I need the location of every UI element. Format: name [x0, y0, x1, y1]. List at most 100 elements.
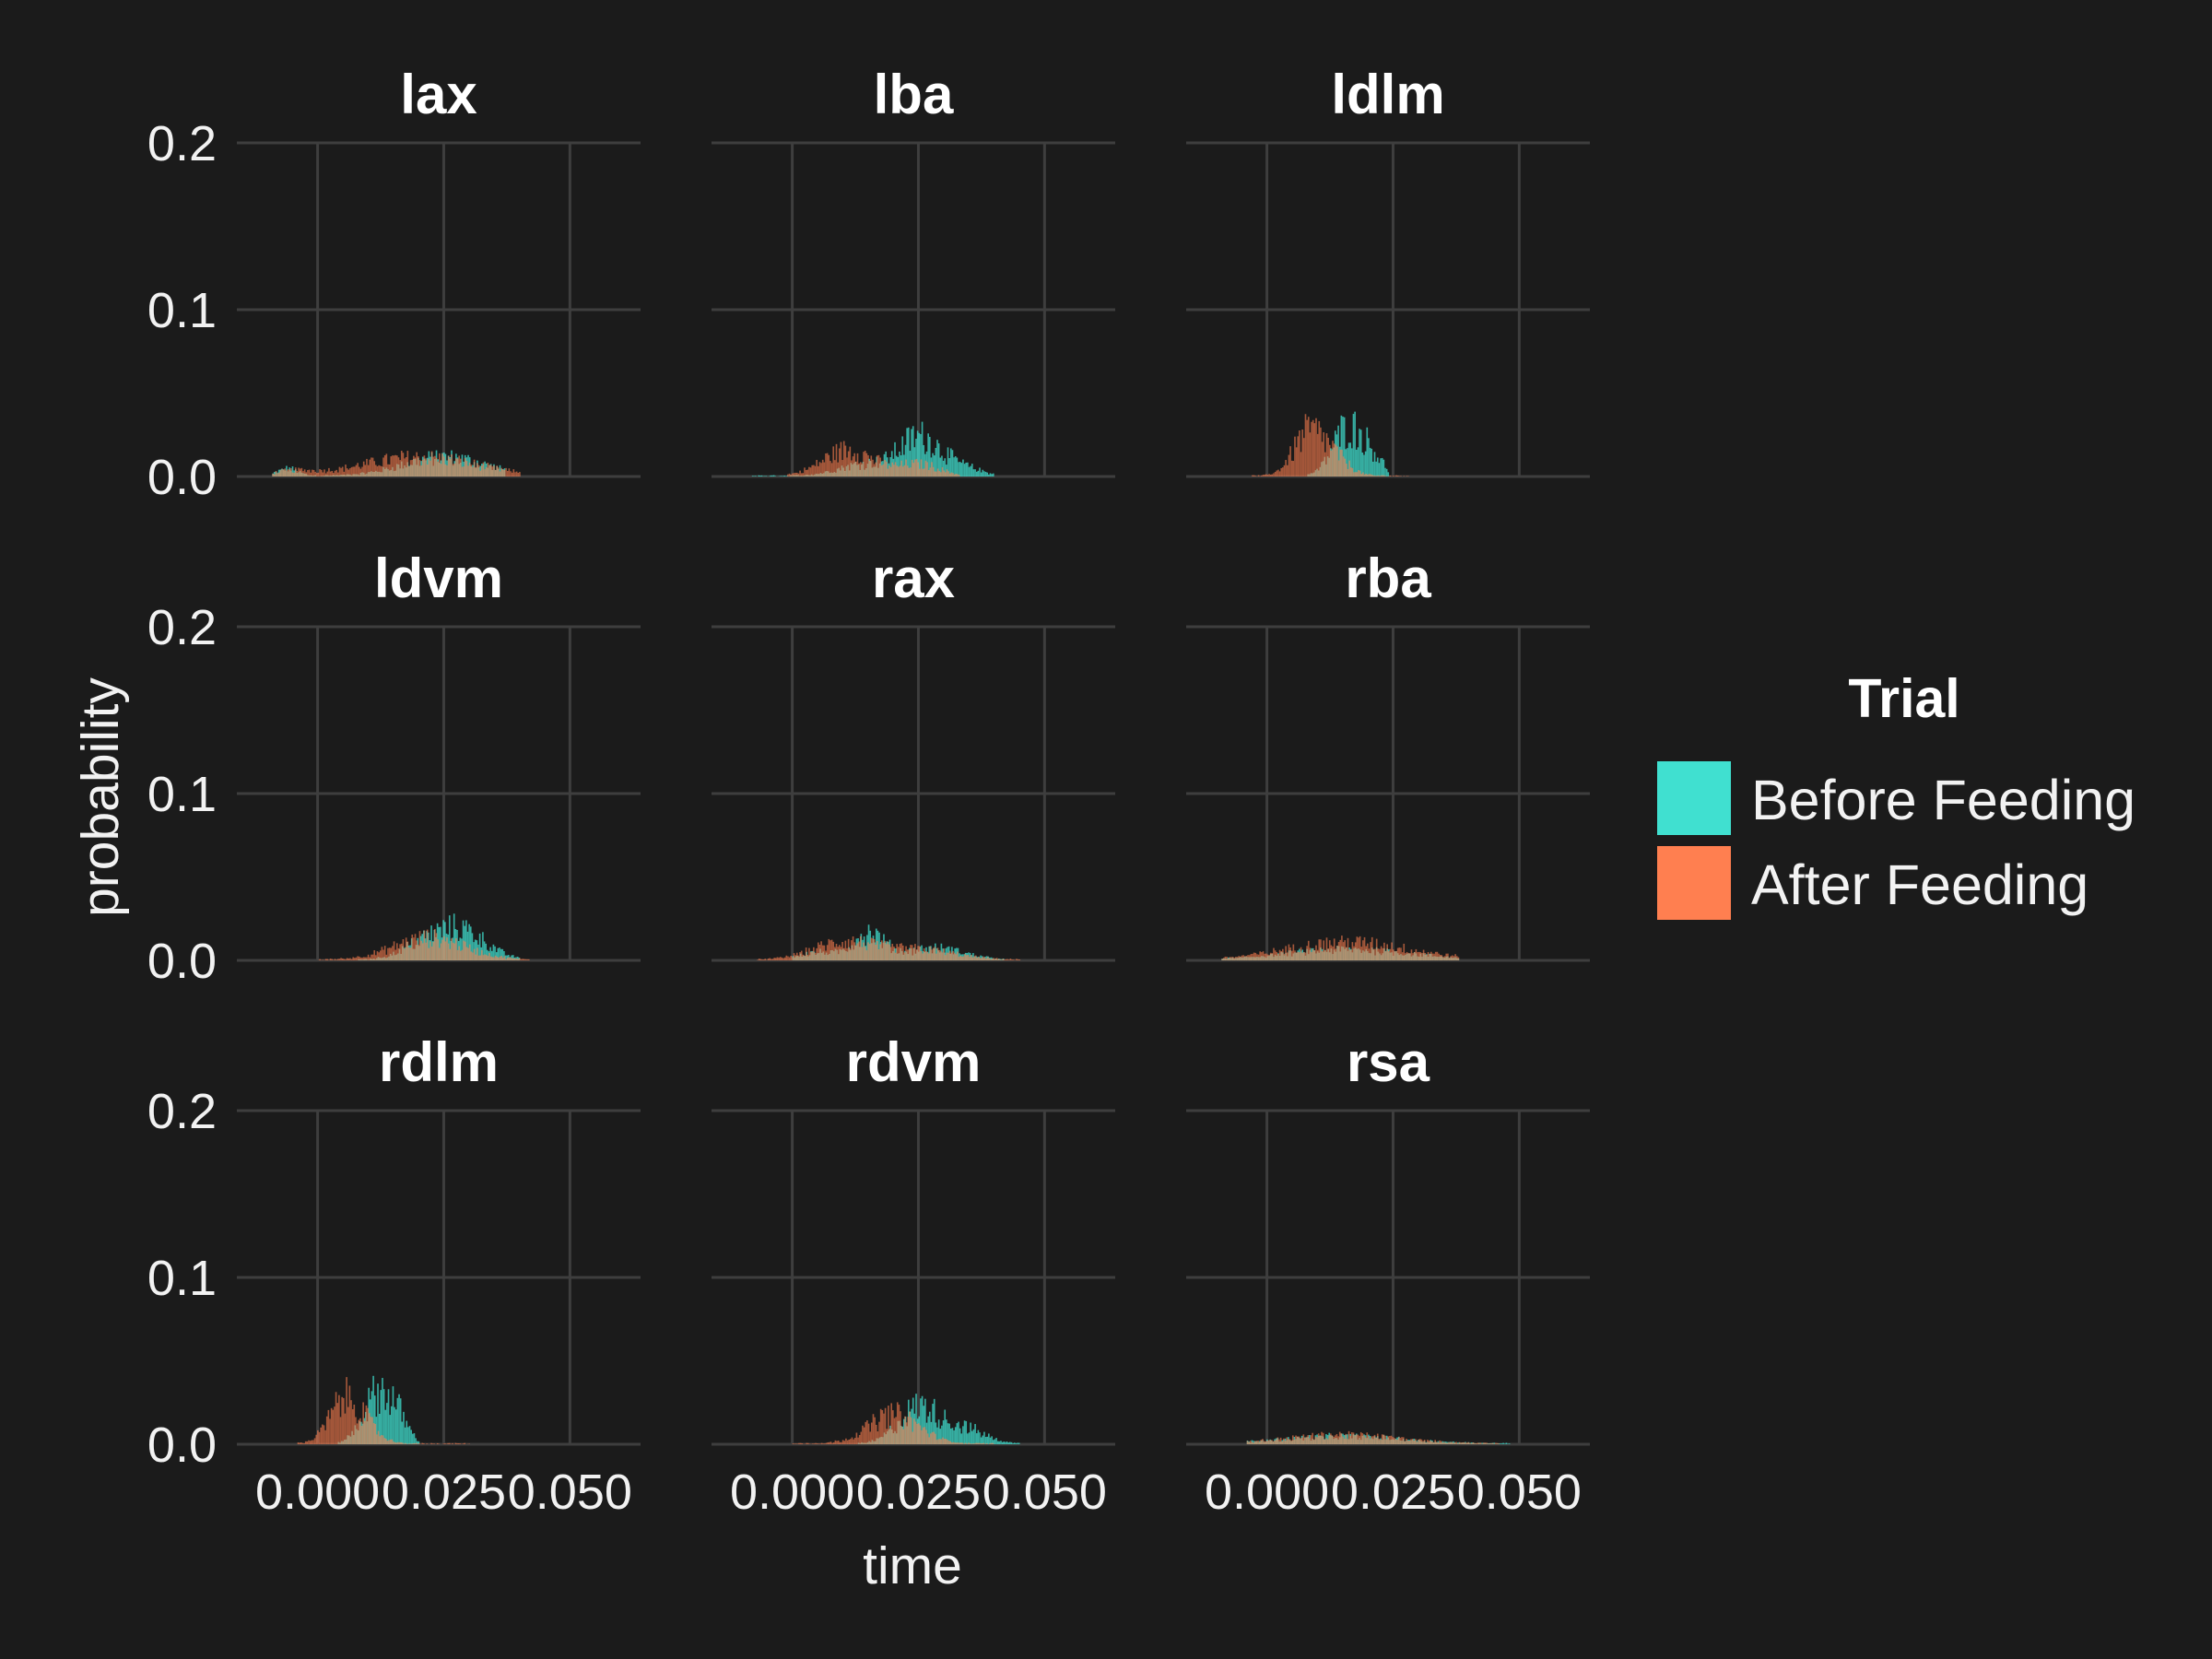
histogram-bar: [932, 947, 935, 960]
histogram-bar: [315, 473, 318, 477]
histogram-bar: [1271, 953, 1274, 960]
histogram-bar: [400, 943, 403, 960]
histogram-bar: [794, 1443, 795, 1444]
histogram-bar: [401, 1421, 404, 1444]
histogram-bar: [474, 939, 477, 960]
histogram-bar: [1001, 959, 1003, 960]
histogram-bar: [482, 462, 485, 477]
histogram-bar: [841, 460, 843, 477]
histogram-bar: [936, 1427, 938, 1444]
histogram-bar: [503, 469, 506, 477]
histogram-bar: [988, 474, 990, 477]
histogram-bar: [922, 1427, 924, 1444]
histogram-bar: [1251, 1441, 1253, 1444]
histogram-bar: [281, 468, 283, 477]
histogram-bar: [1271, 474, 1274, 477]
histogram-bar: [924, 1398, 926, 1444]
histogram-bar: [1427, 1440, 1429, 1444]
legend: Trial Before Feeding After Feeding: [1657, 668, 2136, 920]
histogram-bar: [430, 451, 433, 477]
histogram-bar: [1342, 1436, 1344, 1444]
series-before-feeding: [1307, 411, 1390, 477]
histogram-bar: [1403, 476, 1406, 477]
histogram-bar: [914, 459, 916, 477]
histogram-bar: [980, 472, 982, 477]
histogram-bar: [358, 466, 360, 477]
histogram-bar: [894, 462, 897, 477]
histogram-bar: [828, 454, 830, 477]
histogram-bar: [1307, 940, 1310, 960]
histogram-bar: [470, 465, 473, 477]
histogram-bar: [416, 452, 418, 477]
histogram-bar: [383, 454, 386, 477]
histogram-bar: [1004, 959, 1006, 960]
histogram-bar: [928, 946, 931, 960]
histogram-bar: [968, 466, 971, 477]
histogram-bar: [1374, 475, 1376, 477]
histogram-bar: [1383, 942, 1385, 960]
histogram-bar: [464, 941, 466, 960]
histogram-bar: [996, 1441, 999, 1444]
histogram-bar: [405, 457, 407, 477]
histogram-bar: [1478, 1442, 1480, 1444]
histogram-bar: [881, 1409, 884, 1444]
histogram-bar: [889, 457, 891, 477]
histogram-bar: [355, 957, 358, 960]
histogram-bar: [1396, 1439, 1398, 1444]
histogram-bar: [908, 467, 911, 477]
x-tick-label: 0.050: [982, 1465, 1107, 1520]
histogram-bar: [951, 450, 954, 477]
histogram-bar: [1269, 474, 1272, 477]
histogram-bar: [433, 1443, 436, 1444]
histogram-bar: [761, 959, 763, 960]
histogram-bar: [792, 473, 794, 477]
histogram-bar: [456, 929, 458, 960]
histogram-bar: [1370, 942, 1371, 960]
histogram-bar: [363, 1420, 366, 1444]
histogram-bar: [493, 465, 495, 477]
histogram-bar: [929, 467, 932, 477]
histogram-bar: [930, 1433, 932, 1444]
histogram-bar: [463, 466, 465, 477]
histogram-bar: [1372, 1436, 1374, 1444]
histogram-bar: [1413, 1440, 1416, 1444]
histogram-bar: [753, 476, 756, 477]
histogram-bar: [1335, 444, 1337, 477]
histogram-bar: [983, 1431, 985, 1444]
histogram-bar: [1246, 1441, 1249, 1444]
histogram-bar: [935, 1440, 938, 1444]
histogram-bar: [912, 463, 915, 477]
histogram-bar: [1407, 952, 1409, 960]
histogram-bar: [913, 1418, 915, 1444]
histogram-bar: [977, 1430, 980, 1444]
histogram-bar: [1387, 1436, 1390, 1444]
histogram-bar: [1326, 1439, 1329, 1444]
histogram-bar: [867, 454, 869, 477]
histogram-bar: [1384, 1435, 1386, 1444]
histogram-bar: [868, 460, 871, 477]
histogram-bar: [1313, 423, 1316, 477]
series-after-feeding: [272, 451, 521, 477]
histogram-bar: [771, 475, 773, 477]
histogram-bar: [1436, 951, 1439, 960]
histogram-bar: [1306, 946, 1308, 960]
histogram-bar: [939, 457, 942, 477]
histogram-bar: [1272, 1441, 1275, 1444]
histogram-bar: [370, 1417, 372, 1444]
histogram-bar: [426, 465, 429, 477]
histogram-bar: [1286, 952, 1288, 960]
histogram-bar: [959, 462, 961, 477]
histogram-bar: [1460, 1442, 1462, 1444]
histogram-bar: [1354, 472, 1357, 477]
histogram-bar: [813, 947, 815, 960]
histogram-bar: [299, 468, 301, 477]
histogram-bar: [423, 930, 426, 960]
histogram-bar: [1457, 957, 1460, 960]
histogram-bar: [1406, 1438, 1407, 1444]
histogram-bar: [927, 953, 930, 960]
histogram-bar: [368, 1413, 371, 1444]
histogram-bar: [487, 956, 489, 960]
histogram-bar: [301, 1442, 304, 1444]
histogram-bar: [372, 1422, 375, 1444]
histogram-bar: [1380, 458, 1382, 477]
